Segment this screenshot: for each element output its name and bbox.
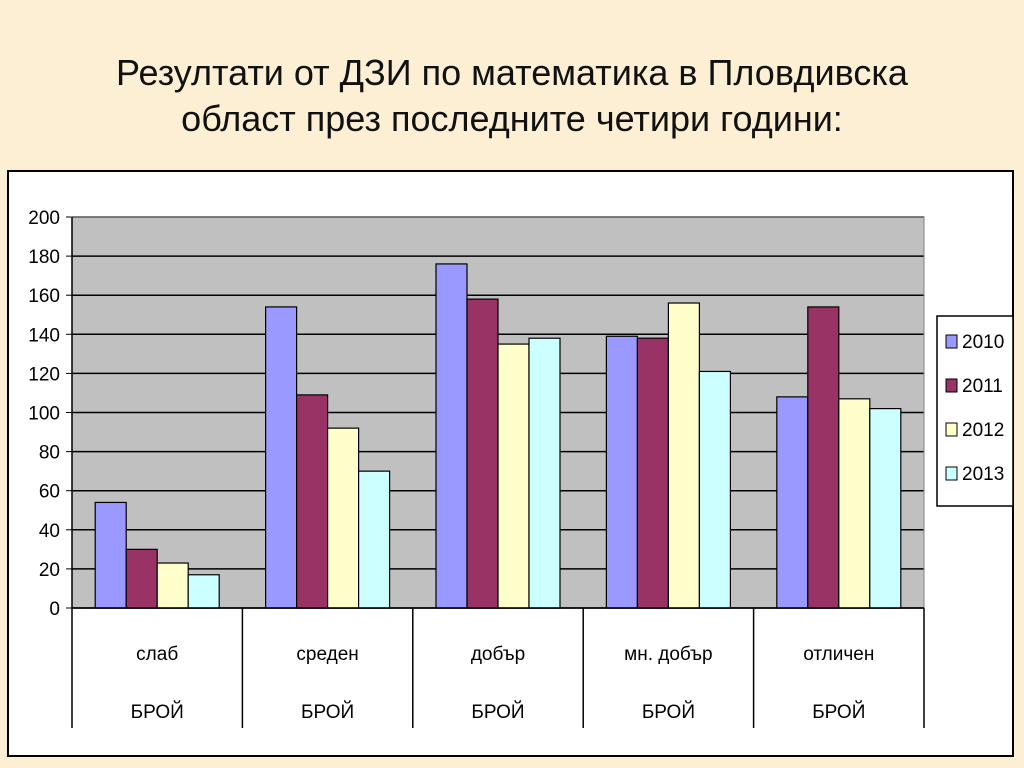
- legend-label-2010: 2010: [962, 332, 1004, 353]
- bar-2010-4: [776, 396, 809, 609]
- bar-2012-4: [838, 398, 871, 609]
- bar-2012-3: [667, 302, 701, 609]
- bar-2010-2: [435, 263, 468, 609]
- bar-2012-1: [327, 427, 360, 609]
- legend-swatch-2010: [945, 334, 958, 349]
- bar-2013-4: [869, 407, 902, 609]
- bar-2012-2: [497, 343, 530, 609]
- y-tick-label: 0: [49, 599, 60, 620]
- y-tick-label: 40: [39, 521, 60, 542]
- bar-2013-0: [187, 574, 220, 609]
- bar-2013-2: [528, 337, 561, 609]
- bar-2012-0: [156, 562, 189, 609]
- legend-swatch-2012: [945, 422, 958, 437]
- y-tick-label: 60: [39, 482, 60, 503]
- bar-2013-1: [358, 470, 391, 609]
- bar-2011-2: [466, 298, 499, 609]
- y-tick-label: 180: [28, 247, 60, 268]
- category-label: отличен: [803, 644, 874, 665]
- y-tick-label: 20: [39, 560, 60, 581]
- category-sublabel: БРОЙ: [131, 701, 184, 723]
- y-tick-label: 80: [39, 443, 60, 464]
- category-label: мн. добър: [624, 644, 712, 665]
- bar-2013-3: [698, 370, 732, 609]
- y-tick-label: 200: [28, 208, 60, 229]
- y-tick-label: 160: [28, 286, 60, 307]
- slide-title-line-2: област през последните четири години:: [181, 98, 843, 139]
- slide-title: Резултати от ДЗИ по математика в Пловдив…: [0, 50, 1024, 142]
- y-tick-label: 120: [28, 364, 60, 385]
- legend-swatch-2013: [945, 466, 958, 481]
- bar-2011-4: [807, 306, 840, 609]
- legend-swatch-2011: [945, 378, 958, 393]
- bar-2010-0: [94, 501, 127, 609]
- category-label: добър: [471, 644, 525, 665]
- category-label: среден: [296, 644, 358, 665]
- y-tick-label: 140: [28, 325, 60, 346]
- y-tick-label: 100: [28, 404, 60, 425]
- bar-2010-3: [605, 335, 639, 609]
- bar-2011-0: [125, 548, 158, 609]
- bar-2010-1: [265, 306, 298, 609]
- category-sublabel: БРОЙ: [301, 701, 354, 723]
- bar-2011-1: [296, 394, 329, 609]
- slide-title-line-1: Резултати от ДЗИ по математика в Пловдив…: [116, 52, 908, 93]
- legend-label-2011: 2011: [962, 376, 1003, 397]
- category-label: слаб: [136, 644, 178, 665]
- category-sublabel: БРОЙ: [471, 701, 524, 723]
- bar-2011-3: [636, 337, 670, 609]
- category-sublabel: БРОЙ: [642, 701, 695, 723]
- legend-label-2012: 2012: [962, 420, 1004, 441]
- legend-label-2013: 2013: [962, 464, 1004, 485]
- category-sublabel: БРОЙ: [812, 701, 865, 723]
